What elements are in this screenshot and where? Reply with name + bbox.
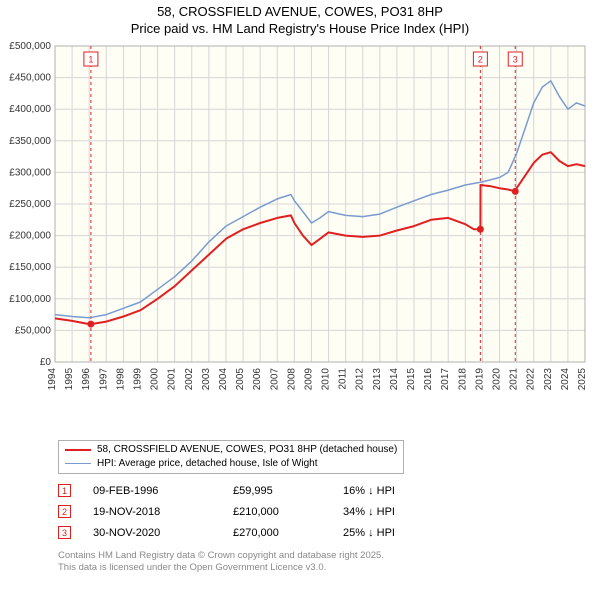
svg-text:£100,000: £100,000 (9, 294, 51, 305)
svg-text:2010: 2010 (321, 368, 332, 391)
title-block: 58, CROSSFIELD AVENUE, COWES, PO31 8HP P… (0, 0, 600, 38)
sale-marker-3: 3 (58, 526, 71, 539)
svg-text:2: 2 (478, 55, 483, 65)
svg-text:2003: 2003 (201, 368, 212, 391)
svg-text:2020: 2020 (492, 368, 503, 391)
legend-swatch-price (65, 449, 91, 451)
attribution-line1: Contains HM Land Registry data © Crown c… (58, 550, 384, 562)
legend-swatch-hpi (65, 463, 91, 464)
svg-text:1995: 1995 (64, 368, 75, 391)
svg-text:2023: 2023 (543, 368, 554, 391)
sale-row-1: 1 09-FEB-1996 £59,995 16% ↓ HPI (58, 480, 453, 501)
sale-row-2: 2 19-NOV-2018 £210,000 34% ↓ HPI (58, 501, 453, 522)
svg-text:2004: 2004 (218, 368, 229, 391)
svg-text:2021: 2021 (509, 368, 520, 391)
svg-text:2025: 2025 (577, 368, 588, 391)
svg-text:2014: 2014 (389, 368, 400, 391)
attribution: Contains HM Land Registry data © Crown c… (58, 550, 384, 575)
svg-text:2013: 2013 (372, 368, 383, 391)
svg-text:2009: 2009 (303, 368, 314, 391)
svg-text:1: 1 (88, 55, 93, 65)
sale-price-2: £210,000 (233, 506, 343, 518)
svg-text:£150,000: £150,000 (9, 262, 51, 273)
svg-text:£500,000: £500,000 (9, 41, 51, 52)
sale-date-2: 19-NOV-2018 (93, 506, 233, 518)
sale-row-3: 3 30-NOV-2020 £270,000 25% ↓ HPI (58, 522, 453, 543)
svg-text:2000: 2000 (150, 368, 161, 391)
chart-container: 58, CROSSFIELD AVENUE, COWES, PO31 8HP P… (0, 0, 600, 590)
title-subtitle: Price paid vs. HM Land Registry's House … (0, 21, 600, 38)
svg-text:2018: 2018 (457, 368, 468, 391)
sale-diff-3: 25% ↓ HPI (343, 527, 453, 539)
svg-text:1997: 1997 (98, 368, 109, 391)
sale-marker-2: 2 (58, 505, 71, 518)
sale-diff-1: 16% ↓ HPI (343, 485, 453, 497)
sales-table: 1 09-FEB-1996 £59,995 16% ↓ HPI 2 19-NOV… (58, 480, 453, 543)
svg-text:2022: 2022 (526, 368, 537, 391)
sale-price-1: £59,995 (233, 485, 343, 497)
chart-svg: £0£50,000£100,000£150,000£200,000£250,00… (55, 42, 585, 412)
svg-text:2002: 2002 (184, 368, 195, 391)
svg-text:£0: £0 (40, 357, 52, 368)
sale-marker-1: 1 (58, 484, 71, 497)
sale-price-3: £270,000 (233, 527, 343, 539)
chart-plot-area: £0£50,000£100,000£150,000£200,000£250,00… (55, 42, 585, 412)
title-address: 58, CROSSFIELD AVENUE, COWES, PO31 8HP (0, 4, 600, 21)
attribution-line2: This data is licensed under the Open Gov… (58, 562, 384, 574)
svg-text:1999: 1999 (132, 368, 143, 391)
svg-text:2019: 2019 (474, 368, 485, 391)
svg-text:2016: 2016 (423, 368, 434, 391)
svg-text:2005: 2005 (235, 368, 246, 391)
svg-text:1998: 1998 (115, 368, 126, 391)
sale-date-1: 09-FEB-1996 (93, 485, 233, 497)
legend-label-hpi: HPI: Average price, detached house, Isle… (97, 457, 318, 471)
legend-item-price: 58, CROSSFIELD AVENUE, COWES, PO31 8HP (… (65, 443, 397, 457)
svg-text:2008: 2008 (286, 368, 297, 391)
svg-text:2011: 2011 (338, 368, 349, 390)
svg-text:1996: 1996 (81, 368, 92, 391)
svg-text:£450,000: £450,000 (9, 73, 51, 84)
svg-text:2017: 2017 (440, 368, 451, 391)
legend-label-price: 58, CROSSFIELD AVENUE, COWES, PO31 8HP (… (97, 443, 397, 457)
sale-date-3: 30-NOV-2020 (93, 527, 233, 539)
svg-text:£400,000: £400,000 (9, 104, 51, 115)
sale-diff-2: 34% ↓ HPI (343, 506, 453, 518)
svg-text:2015: 2015 (406, 368, 417, 391)
svg-text:2006: 2006 (252, 368, 263, 391)
svg-text:£350,000: £350,000 (9, 136, 51, 147)
legend-item-hpi: HPI: Average price, detached house, Isle… (65, 457, 397, 471)
legend: 58, CROSSFIELD AVENUE, COWES, PO31 8HP (… (58, 440, 404, 474)
svg-text:£200,000: £200,000 (9, 231, 51, 242)
svg-text:£250,000: £250,000 (9, 199, 51, 210)
svg-text:2024: 2024 (560, 368, 571, 391)
svg-text:1994: 1994 (47, 368, 58, 391)
svg-text:2007: 2007 (269, 368, 280, 391)
svg-text:£50,000: £50,000 (15, 325, 52, 336)
svg-text:2012: 2012 (355, 368, 366, 391)
svg-text:3: 3 (513, 55, 518, 65)
svg-text:£300,000: £300,000 (9, 167, 51, 178)
svg-text:2001: 2001 (167, 368, 178, 391)
